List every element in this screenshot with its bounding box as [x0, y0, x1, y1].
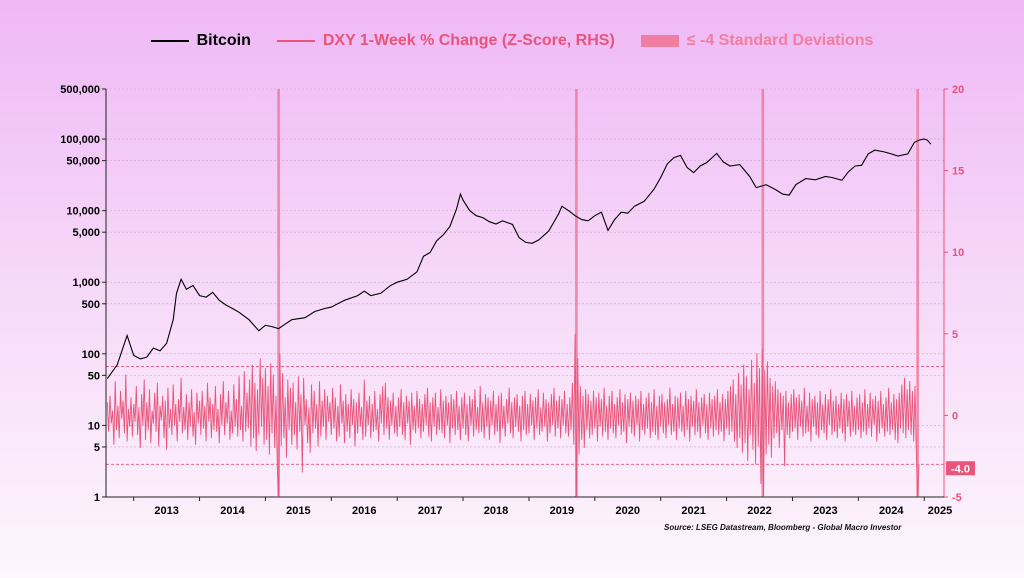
x-tick-label: 2020	[616, 505, 640, 517]
legend-label-bitcoin: Bitcoin	[196, 32, 251, 49]
x-tick-label: 2024	[879, 505, 904, 517]
x-tick-label: 2019	[550, 505, 574, 517]
left-tick-label: 10	[88, 420, 100, 432]
left-tick-label: 1	[94, 492, 100, 504]
deviation-band	[916, 89, 919, 497]
right-tick-label: -5	[952, 492, 962, 504]
dxy-series-line	[106, 333, 920, 498]
right-tick-label: 5	[952, 329, 958, 341]
x-tick-label: 2021	[681, 505, 705, 517]
deviation-band	[761, 89, 765, 497]
legend-item-band: ≤ -4 Standard Deviations	[640, 32, 874, 50]
left-tick-label: 50	[88, 370, 100, 382]
x-tick-label: 2017	[418, 505, 442, 517]
right-tick-label: 15	[952, 166, 964, 178]
threshold-badge-label: -4.0	[951, 463, 970, 475]
threshold-badge	[946, 461, 975, 476]
left-tick-label: 1,000	[72, 277, 100, 289]
x-tick-label: 2016	[352, 505, 376, 517]
x-tick-label: 2013	[154, 505, 178, 517]
source-note: Source: LSEG Datastream, Bloomberg - Glo…	[664, 523, 902, 532]
legend-item-bitcoin: Bitcoin	[150, 32, 251, 50]
legend-swatch-dxy	[276, 40, 315, 42]
legend-swatch-bitcoin	[150, 40, 189, 42]
bitcoin-series-line	[106, 138, 932, 379]
legend-item-dxy: DXY 1-Week % Change (Z-Score, RHS)	[276, 32, 615, 50]
deviation-band	[575, 89, 578, 497]
x-tick-label: 2023	[813, 505, 837, 517]
x-tick-label: 2015	[286, 505, 310, 517]
legend-label-dxy: DXY 1-Week % Change (Z-Score, RHS)	[322, 32, 615, 49]
left-tick-label: 5	[94, 442, 100, 454]
left-tick-label: 500	[82, 299, 100, 311]
left-tick-label: 50,000	[66, 156, 100, 168]
x-tick-label: 2025	[928, 505, 952, 517]
x-tick-label: 2022	[747, 505, 771, 517]
right-tick-label: 20	[952, 84, 964, 96]
x-tick-label: 2018	[484, 505, 508, 517]
right-tick-label: 10	[952, 247, 964, 259]
x-tick-label: 2014	[220, 505, 245, 517]
legend-swatch-band	[640, 35, 679, 47]
left-tick-label: 100	[82, 349, 100, 361]
left-tick-label: 100,000	[60, 134, 100, 146]
left-tick-label: 5,000	[72, 227, 100, 239]
left-tick-label: 10,000	[66, 206, 100, 218]
legend-label-band: ≤ -4 Standard Deviations	[686, 32, 874, 49]
chart-legend: Bitcoin DXY 1-Week % Change (Z-Score, RH…	[0, 29, 1024, 53]
right-tick-label: 0	[952, 410, 958, 422]
deviation-band	[277, 89, 280, 497]
left-tick-label: 500,000	[60, 84, 100, 96]
